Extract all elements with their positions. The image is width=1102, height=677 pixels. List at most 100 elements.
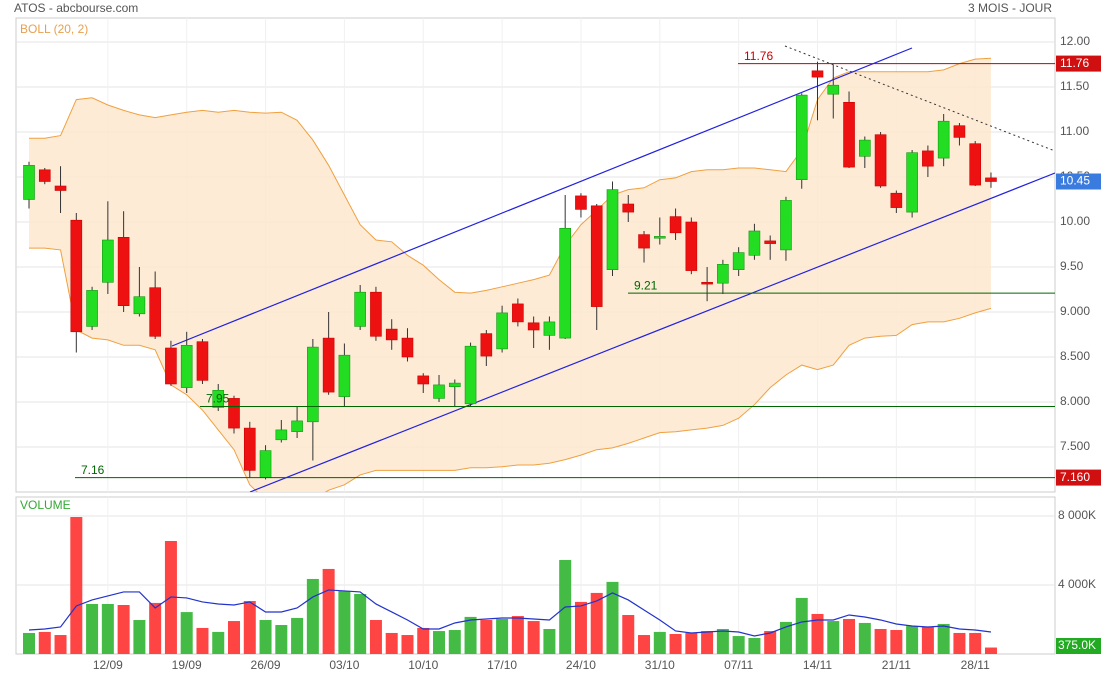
x-tick-label: 31/10 [645, 658, 675, 672]
volume-bar [243, 601, 256, 654]
volume-bar [795, 597, 808, 654]
volume-ma [28, 589, 992, 637]
volume-bar [874, 628, 887, 654]
volume-bar [149, 602, 162, 654]
candle-body [180, 344, 193, 388]
volume-bar [275, 625, 288, 654]
candle-body [464, 345, 477, 405]
candle-body [102, 239, 114, 283]
x-tick-label: 28/11 [961, 658, 990, 672]
volume-bar [764, 631, 777, 654]
candle-body [843, 102, 855, 168]
y-tick-label: 7.500 [1060, 439, 1090, 453]
candle-body [527, 322, 540, 331]
volume-bars [16, 497, 1055, 654]
x-tick-label: 24/10 [566, 658, 596, 672]
volume-bar [953, 632, 966, 654]
volume-bar [196, 627, 209, 654]
candle-body [512, 303, 524, 323]
volume-title: VOLUME [20, 498, 71, 512]
price-tag [1056, 173, 1101, 190]
candle-body [606, 189, 619, 271]
candle-body [811, 70, 824, 78]
candles [23, 61, 997, 480]
volume-bar [906, 626, 919, 654]
price-tag [1056, 469, 1101, 486]
volume-bar [117, 605, 130, 654]
volume-bar [496, 618, 509, 654]
volume-bar [480, 620, 493, 654]
chart-subtitle: 3 MOIS - JOUR [968, 1, 1052, 15]
candle-body [559, 228, 571, 339]
volume-bar [433, 631, 446, 654]
x-tick-label: 07/11 [724, 658, 753, 672]
price-tag-label: 10.45 [1060, 174, 1090, 188]
candle-body [969, 143, 982, 186]
volume-bar [984, 647, 997, 654]
volume-bar [921, 626, 934, 654]
candle-body [433, 384, 445, 399]
volume-bar [653, 631, 666, 654]
candle-body [338, 354, 351, 397]
price-tag-label: 7.160 [1060, 470, 1090, 484]
x-tick-label: 12/09 [93, 658, 123, 672]
volume-bar [338, 591, 351, 654]
x-tick-label: 03/10 [329, 658, 359, 672]
candle-body [685, 221, 698, 271]
candle-body [401, 337, 414, 358]
candle-body [859, 139, 871, 157]
y-tick-label: 4 000K [1058, 577, 1096, 591]
volume-bar [401, 635, 414, 654]
candle-body [243, 427, 256, 471]
volume-bar [369, 620, 382, 654]
volume-bar [638, 635, 651, 654]
x-tick-label: 19/09 [172, 658, 202, 672]
volume-bar [732, 636, 745, 654]
channel-bottom [249, 172, 1055, 492]
candle-body [385, 328, 398, 341]
candle-body [717, 263, 729, 284]
candle-body [322, 337, 335, 393]
y-tick-label: 12.00 [1060, 34, 1090, 48]
candle-body [669, 216, 682, 234]
level-label: 11.76 [744, 49, 773, 63]
candle-body [149, 287, 161, 337]
volume-bar [259, 620, 272, 654]
candle-body [827, 84, 840, 95]
candle-body [291, 420, 303, 432]
trend-lines [171, 45, 1055, 492]
volume-bar [212, 631, 225, 654]
volume-bar [464, 616, 477, 654]
volume-bar [622, 615, 635, 654]
volume-bar [858, 622, 871, 654]
candle-body [732, 252, 745, 271]
volume-bar [779, 621, 792, 654]
volume-bar [354, 593, 367, 654]
volume-tag [1056, 638, 1101, 654]
volume-bar [448, 630, 461, 654]
volume-bar [291, 617, 304, 654]
y-tick-label: 9.000 [1060, 304, 1090, 318]
x-tick-label: 26/09 [251, 658, 281, 672]
volume-bar [811, 613, 824, 654]
candle-body [795, 94, 808, 180]
candle-body [196, 341, 209, 381]
price-tag [1056, 55, 1101, 72]
axes: 7.5008.0008.5009.0009.5010.0010.5011.001… [75, 34, 1101, 672]
y-tick-label: 9.50 [1060, 259, 1084, 273]
candle-body [906, 152, 918, 213]
volume-bar [574, 601, 587, 654]
volume-bar [716, 628, 729, 654]
resistance-line [784, 45, 1055, 152]
candle-body [259, 450, 272, 478]
x-tick-label: 14/11 [803, 658, 832, 672]
candle-body [23, 165, 35, 200]
candle-body [307, 346, 319, 423]
candle-body [985, 177, 997, 182]
candle-body [370, 291, 382, 337]
candle-body [638, 234, 650, 249]
y-tick-label: 8.000 [1060, 394, 1090, 408]
chart-title: ATOS - abcbourse.com [14, 1, 138, 15]
candle-body [653, 236, 666, 239]
volume-bar [228, 621, 241, 654]
